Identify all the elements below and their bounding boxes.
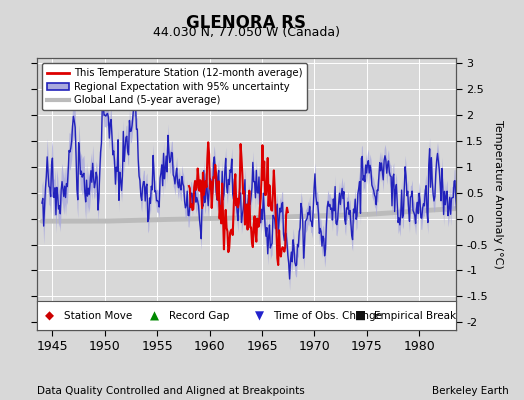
Text: Time of Obs. Change: Time of Obs. Change [274,310,383,321]
Text: Berkeley Earth: Berkeley Earth [432,386,508,396]
Text: ▼: ▼ [255,309,264,322]
Text: Empirical Break: Empirical Break [374,310,456,321]
Text: ▲: ▲ [150,309,159,322]
Text: Data Quality Controlled and Aligned at Breakpoints: Data Quality Controlled and Aligned at B… [37,386,304,396]
Text: ◆: ◆ [45,309,54,322]
Text: Station Move: Station Move [64,310,132,321]
Text: Record Gap: Record Gap [169,310,229,321]
Legend: This Temperature Station (12-month average), Regional Expectation with 95% uncer: This Temperature Station (12-month avera… [42,63,307,110]
Text: GLENORA RS: GLENORA RS [186,14,307,32]
Text: 44.030 N, 77.050 W (Canada): 44.030 N, 77.050 W (Canada) [153,26,340,39]
Y-axis label: Temperature Anomaly (°C): Temperature Anomaly (°C) [494,120,504,268]
Text: ■: ■ [355,309,366,322]
